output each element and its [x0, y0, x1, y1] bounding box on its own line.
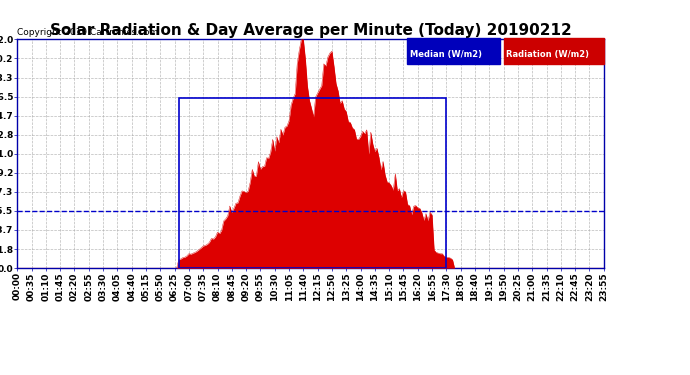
Bar: [179, 98, 446, 268]
Text: Copyright 2019 Cartronics.com: Copyright 2019 Cartronics.com: [17, 28, 159, 37]
Text: Median (W/m2): Median (W/m2): [410, 50, 482, 59]
Title: Solar Radiation & Day Average per Minute (Today) 20190212: Solar Radiation & Day Average per Minute…: [50, 23, 571, 38]
Text: Radiation (W/m2): Radiation (W/m2): [506, 50, 589, 59]
